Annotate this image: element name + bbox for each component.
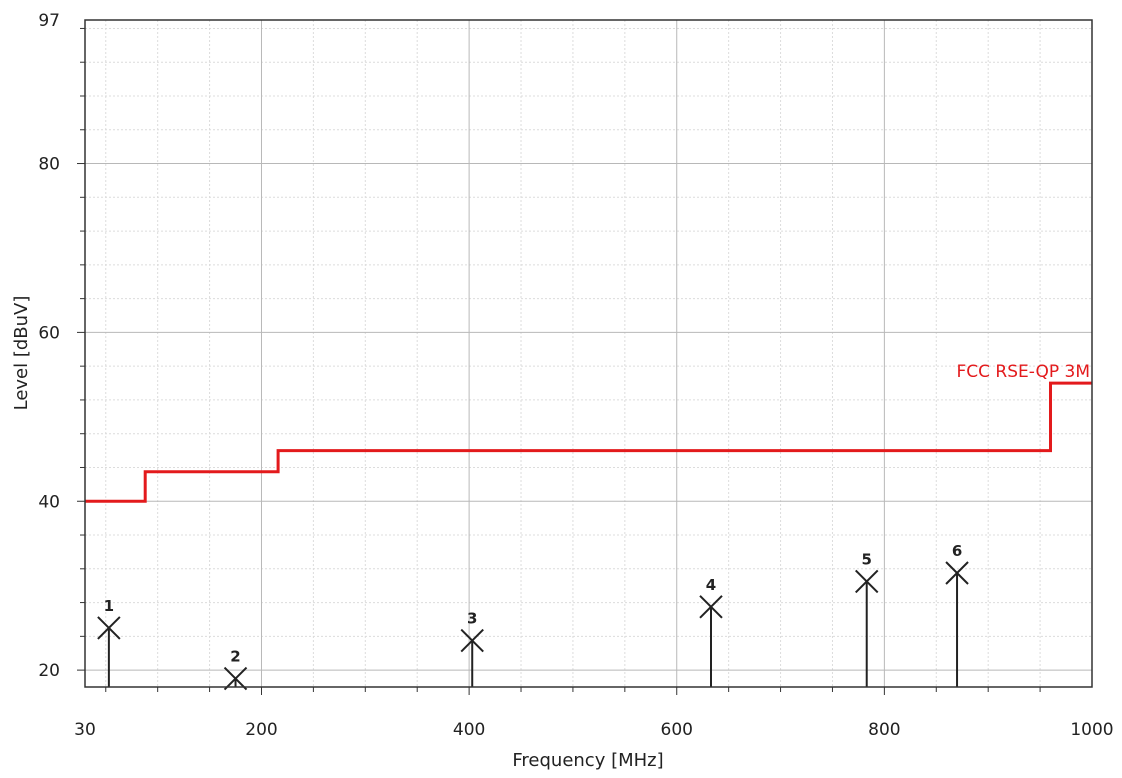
- limit-line: [85, 381, 1092, 503]
- x-axis-title: Frequency [MHz]: [512, 750, 663, 771]
- marker-cross: [97, 616, 121, 640]
- marker-cross: [855, 569, 879, 594]
- marker-label: 5: [862, 550, 872, 568]
- limit-line-layer: FCC RSE-QP 3M: [85, 362, 1092, 503]
- y-tick-label: 60: [38, 323, 60, 343]
- marker-label: 1: [104, 597, 114, 615]
- marker-label: 2: [230, 648, 240, 666]
- marker-4: 4: [699, 576, 723, 687]
- x-tick-label: 200: [245, 720, 277, 740]
- minor-grid: [85, 20, 1092, 687]
- plot-frame: [84, 19, 1093, 688]
- y-tick-label: 80: [38, 155, 60, 175]
- y-tick-label: 40: [38, 492, 60, 512]
- y-tick-labels: 20 40 60 80 97: [38, 11, 60, 681]
- marker-label: 6: [952, 542, 962, 560]
- plot-background: [85, 20, 1092, 687]
- y-tick-label: 20: [38, 661, 60, 681]
- y-tick-label: 97: [38, 11, 60, 31]
- limit-line-label: FCC RSE-QP 3M: [956, 362, 1090, 382]
- marker-6: 6: [945, 542, 969, 687]
- x-tick-label: 30: [74, 720, 96, 740]
- x-tick-labels: 30 200 400 600 800 1000: [74, 720, 1113, 740]
- marker-label: 4: [706, 576, 716, 594]
- marker-cross: [945, 561, 969, 585]
- x-tick-label: 400: [453, 720, 485, 740]
- x-tick-label: 800: [868, 720, 900, 740]
- marker-cross: [223, 666, 248, 691]
- major-grid: [77, 20, 1092, 695]
- marker-cross: [460, 628, 484, 653]
- marker-layer: 1 2 3 4 5 6: [97, 542, 969, 691]
- x-tick-label: 600: [661, 720, 693, 740]
- marker-5: 5: [855, 550, 879, 687]
- y-axis-title: Level [dBuV]: [11, 296, 32, 411]
- marker-2: 2: [223, 648, 248, 691]
- marker-1: 1: [97, 597, 121, 687]
- marker-label: 3: [467, 610, 477, 628]
- marker-3: 3: [460, 610, 484, 687]
- marker-cross: [699, 595, 723, 619]
- x-tick-label: 1000: [1070, 720, 1113, 740]
